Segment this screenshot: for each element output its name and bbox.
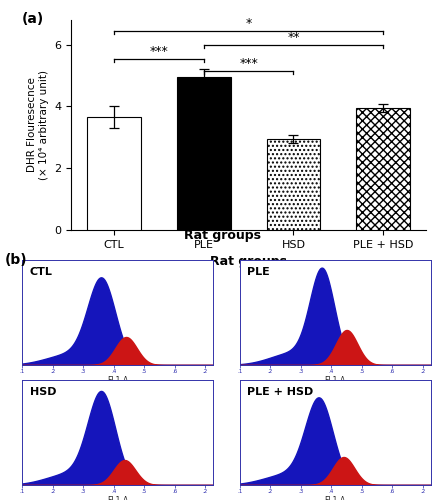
Text: **: ** xyxy=(287,31,300,44)
Text: Rat groups: Rat groups xyxy=(183,230,261,242)
Text: (b): (b) xyxy=(4,252,27,266)
Text: ***: *** xyxy=(239,58,258,70)
Bar xyxy=(177,77,231,230)
X-axis label: FL1-A: FL1-A xyxy=(107,496,128,500)
Text: HSD: HSD xyxy=(30,388,56,398)
Bar xyxy=(356,108,410,230)
Text: (a): (a) xyxy=(21,12,44,26)
Text: PLE: PLE xyxy=(247,268,270,278)
X-axis label: Rat groups: Rat groups xyxy=(210,256,287,268)
X-axis label: FL1-A: FL1-A xyxy=(325,376,346,384)
X-axis label: FL1-A: FL1-A xyxy=(325,496,346,500)
X-axis label: FL1-A: FL1-A xyxy=(107,376,128,384)
Text: ***: *** xyxy=(150,45,168,58)
Bar xyxy=(266,139,321,230)
Y-axis label: DHR Flouresecnce
(× 10⁴ arbitrary unit): DHR Flouresecnce (× 10⁴ arbitrary unit) xyxy=(27,70,49,180)
Text: PLE + HSD: PLE + HSD xyxy=(247,388,313,398)
Bar xyxy=(87,118,141,230)
Text: CTL: CTL xyxy=(30,268,53,278)
Text: *: * xyxy=(246,17,252,30)
